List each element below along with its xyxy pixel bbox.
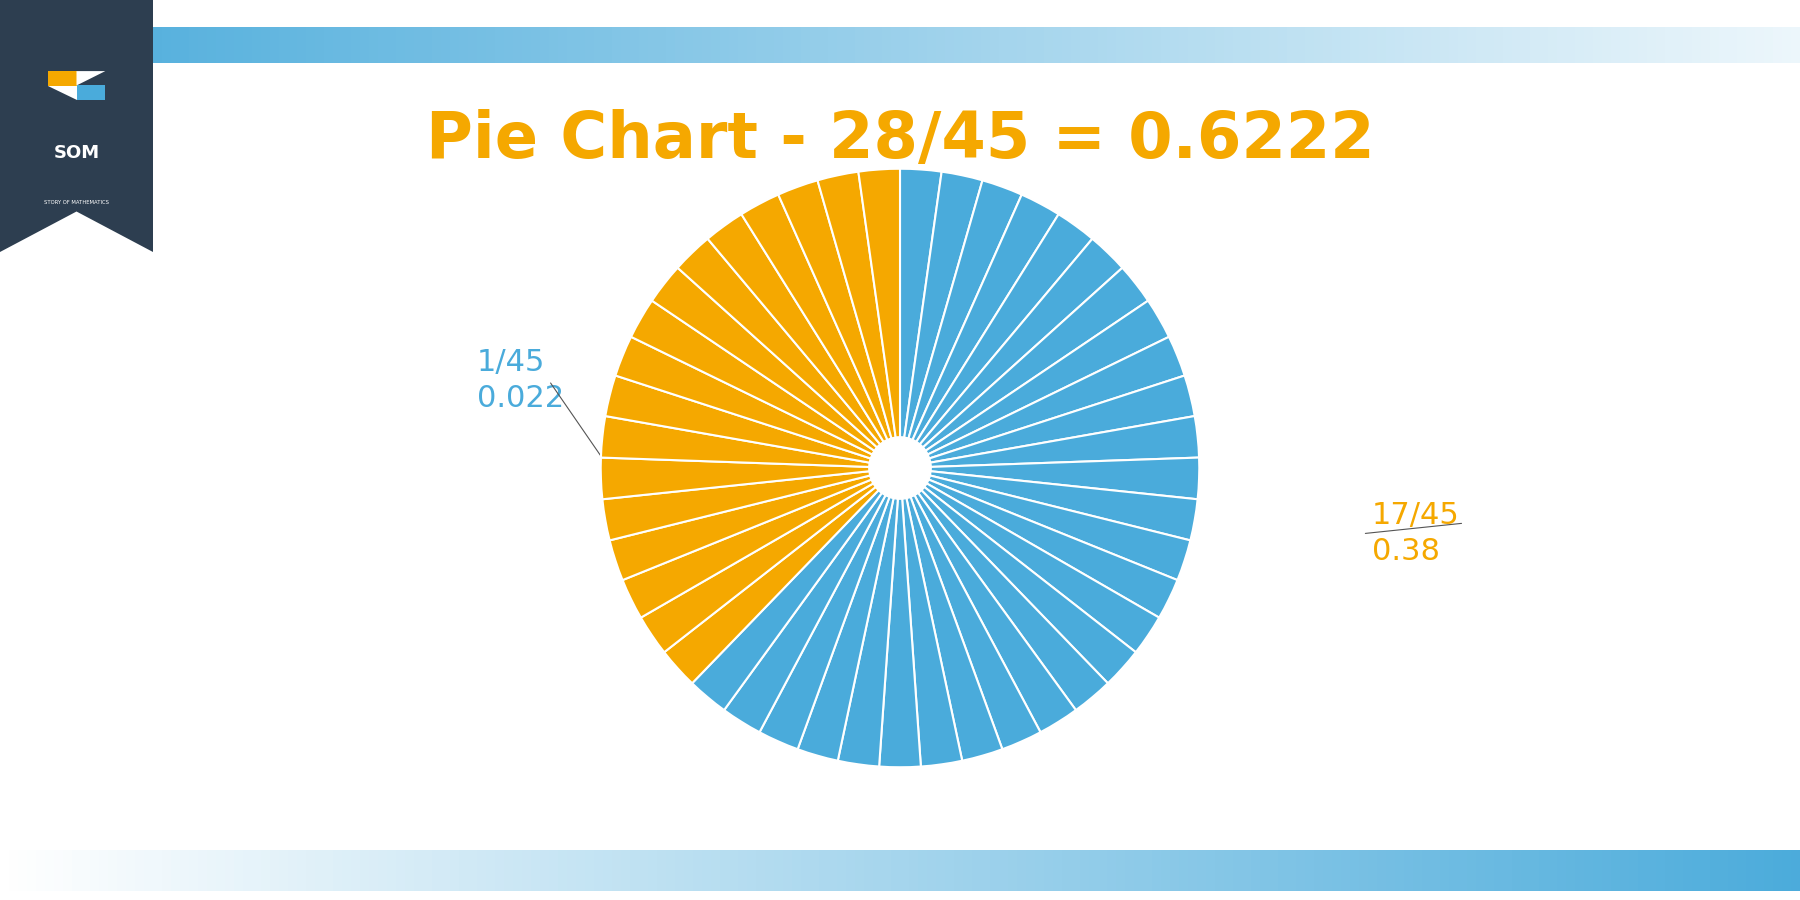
- Wedge shape: [900, 214, 1093, 468]
- Text: 17/45: 17/45: [1372, 501, 1460, 530]
- Wedge shape: [632, 301, 900, 468]
- Wedge shape: [900, 180, 1022, 468]
- Wedge shape: [900, 168, 941, 468]
- Circle shape: [869, 436, 931, 500]
- Wedge shape: [778, 180, 900, 468]
- Bar: [49, 71, 76, 86]
- Wedge shape: [900, 416, 1199, 468]
- Wedge shape: [900, 375, 1195, 468]
- Wedge shape: [652, 268, 900, 468]
- Wedge shape: [900, 468, 1136, 683]
- Bar: [76, 86, 104, 100]
- Wedge shape: [900, 468, 1177, 617]
- Wedge shape: [610, 468, 900, 580]
- Wedge shape: [900, 337, 1184, 468]
- Wedge shape: [601, 457, 900, 500]
- Wedge shape: [900, 268, 1148, 468]
- Wedge shape: [837, 468, 900, 767]
- Wedge shape: [900, 172, 983, 468]
- Text: 1/45: 1/45: [477, 348, 545, 377]
- Polygon shape: [0, 0, 153, 252]
- Wedge shape: [677, 238, 900, 468]
- Wedge shape: [797, 468, 900, 760]
- Wedge shape: [900, 468, 1076, 733]
- Text: 0.38: 0.38: [1372, 537, 1440, 566]
- Wedge shape: [693, 468, 900, 710]
- Wedge shape: [603, 468, 900, 540]
- Wedge shape: [724, 468, 900, 733]
- Wedge shape: [623, 468, 900, 617]
- Text: 0.022: 0.022: [477, 384, 563, 413]
- Wedge shape: [616, 337, 900, 468]
- Wedge shape: [878, 468, 922, 767]
- Wedge shape: [742, 194, 900, 468]
- Wedge shape: [760, 468, 900, 749]
- Wedge shape: [900, 468, 1040, 749]
- Text: STORY OF MATHEMATICS: STORY OF MATHEMATICS: [43, 200, 110, 205]
- Wedge shape: [817, 172, 900, 468]
- Text: SOM: SOM: [54, 144, 99, 162]
- Wedge shape: [900, 468, 1159, 652]
- Wedge shape: [900, 468, 1003, 760]
- Wedge shape: [900, 468, 1197, 540]
- Wedge shape: [900, 457, 1199, 500]
- Wedge shape: [900, 301, 1168, 468]
- Wedge shape: [664, 468, 900, 683]
- Polygon shape: [49, 86, 76, 100]
- Wedge shape: [859, 168, 900, 468]
- Wedge shape: [601, 416, 900, 468]
- Wedge shape: [900, 468, 1190, 580]
- Text: Pie Chart - 28/45 = 0.6222: Pie Chart - 28/45 = 0.6222: [425, 109, 1375, 170]
- Wedge shape: [707, 214, 900, 468]
- Wedge shape: [605, 375, 900, 468]
- Wedge shape: [900, 468, 1107, 710]
- Polygon shape: [76, 71, 104, 86]
- Wedge shape: [900, 194, 1058, 468]
- Wedge shape: [641, 468, 900, 652]
- Wedge shape: [900, 238, 1123, 468]
- Wedge shape: [900, 468, 963, 767]
